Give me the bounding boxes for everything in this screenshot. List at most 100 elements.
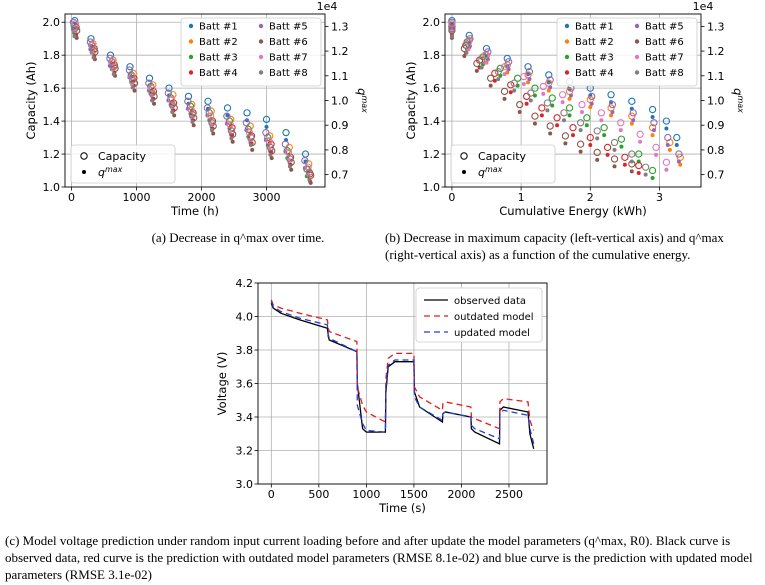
capacity-point-b-5-7 bbox=[588, 92, 596, 101]
capacity-point-b-5-3 bbox=[505, 58, 513, 66]
y-axis-label-c: Voltage (V) bbox=[215, 352, 229, 416]
capacity-point-a-8-9 bbox=[247, 133, 255, 142]
qmax-point-a-8-10 bbox=[268, 152, 273, 157]
capacity-point-b-7-0 bbox=[448, 20, 456, 28]
legend-marker-b-5 bbox=[634, 23, 640, 29]
capacity-point-b-4-4 bbox=[507, 81, 515, 89]
capacity-point-b-6-4 bbox=[500, 87, 509, 96]
plot-frame-a bbox=[64, 13, 326, 188]
qmax-point-b-6-6 bbox=[532, 121, 537, 126]
ytick-label-b-1.8: 1.8 bbox=[423, 49, 441, 62]
legend-label-a-3: Batt #3 bbox=[199, 53, 238, 64]
legend-marker-b-4 bbox=[564, 70, 570, 75]
qmax-point-a-8-3 bbox=[130, 85, 135, 90]
qmax-point-a-6-6 bbox=[191, 123, 196, 128]
qmax-point-b-3-9 bbox=[602, 133, 607, 138]
legend-qmax-marker-b bbox=[462, 170, 466, 174]
qmax-point-a-6-8 bbox=[230, 139, 235, 144]
capacity-point-b-3-12 bbox=[648, 166, 657, 175]
y2tick-label-a-1.1: 1.1 bbox=[331, 70, 349, 83]
qmax-point-b-2-4 bbox=[526, 80, 531, 85]
legend-label-a-6: Batt #6 bbox=[269, 37, 308, 48]
legend-label-b-8: Batt #8 bbox=[645, 68, 684, 79]
series-line-c-3 bbox=[270, 301, 535, 444]
legend-batt-b bbox=[556, 17, 698, 87]
qmax-point-a-8-7 bbox=[209, 128, 214, 133]
qmax-point-a-6-5 bbox=[172, 113, 177, 118]
qmax-point-b-1-11 bbox=[664, 126, 669, 131]
capacity-point-a-7-0 bbox=[71, 20, 79, 28]
qmax-point-b-5-9 bbox=[631, 118, 636, 123]
ytick-label-a-1.6: 1.6 bbox=[43, 82, 61, 95]
qmax-point-b-6-12 bbox=[629, 169, 634, 174]
qmax-point-a-6-3 bbox=[132, 88, 137, 93]
x-axis-label-a: Time (h) bbox=[170, 204, 219, 218]
qmax-point-b-8-11 bbox=[629, 159, 634, 164]
capacity-point-b-6-7 bbox=[546, 122, 554, 130]
ytick-label-c-4.0: 4.0 bbox=[236, 311, 254, 324]
capacity-point-b-3-7 bbox=[565, 104, 574, 112]
capacity-point-a-8-12 bbox=[305, 168, 314, 176]
capacity-point-b-5-1 bbox=[466, 35, 474, 43]
capacity-point-b-3-5 bbox=[531, 84, 539, 92]
capacity-point-a-1-3 bbox=[126, 63, 134, 71]
qmax-point-b-5-8 bbox=[610, 110, 615, 115]
y-axis-label-b: Capacity (Ah) bbox=[404, 61, 418, 139]
qmax-point-b-5-6 bbox=[568, 93, 573, 98]
capacity-point-a-5-12 bbox=[301, 156, 309, 165]
capacity-point-a-1-10 bbox=[262, 115, 271, 124]
caption-c: (c) Model voltage prediction under rando… bbox=[5, 533, 753, 582]
legend-marker-a-8 bbox=[258, 70, 264, 75]
y2-exponent-b: 1e4 bbox=[693, 0, 714, 13]
y2tick-label-b-1.1: 1.1 bbox=[707, 70, 725, 83]
qmax-point-b-8-9 bbox=[595, 136, 600, 141]
legend-marker-a-3 bbox=[188, 54, 194, 60]
capacity-point-b-8-9 bbox=[593, 127, 601, 135]
ytick-label-a-1.8: 1.8 bbox=[43, 49, 61, 62]
y2tick-label-b-1.0: 1.0 bbox=[707, 95, 725, 108]
qmax-point-b-2-9 bbox=[629, 121, 634, 126]
capacity-point-b-7-3 bbox=[500, 63, 509, 71]
ytick-label-b-1.0: 1.0 bbox=[423, 181, 441, 194]
capacity-point-b-4-7 bbox=[553, 114, 561, 122]
capacity-point-a-5-11 bbox=[281, 140, 289, 148]
qmax-point-b-8-10 bbox=[612, 147, 617, 152]
capacity-point-a-7-7 bbox=[206, 112, 215, 120]
legend-marker-a-4 bbox=[188, 70, 194, 75]
qmax-point-b-4-12 bbox=[636, 170, 641, 175]
legend-label-b-5: Batt #5 bbox=[645, 22, 684, 33]
x-axis-label-b: Cumulative Energy (kWh) bbox=[499, 204, 647, 218]
legend-capacity-label-b: Capacity bbox=[478, 150, 527, 163]
qmax-point-b-4-11 bbox=[622, 162, 627, 167]
qmax-point-b-4-9 bbox=[588, 142, 593, 147]
xtick-label-b-3: 3 bbox=[656, 191, 663, 204]
qmax-point-b-8-2 bbox=[479, 65, 484, 70]
qmax-point-b-4-6 bbox=[539, 113, 544, 118]
capacity-point-a-3-7 bbox=[205, 109, 213, 117]
capacity-point-a-5-10 bbox=[262, 128, 270, 137]
capacity-point-b-1-12 bbox=[673, 133, 681, 142]
legend-label-b-7: Batt #7 bbox=[645, 53, 684, 64]
capacity-point-b-7-2 bbox=[481, 51, 489, 59]
xtick-label-c-0: 0 bbox=[268, 488, 275, 501]
legend-c bbox=[415, 287, 543, 343]
legend-label-a-7: Batt #7 bbox=[269, 53, 308, 64]
capacity-point-a-1-6 bbox=[184, 92, 193, 101]
qmax-point-b-6-3 bbox=[488, 83, 493, 88]
qmax-point-b-5-7 bbox=[589, 101, 594, 106]
y2tick-label-a-0.9: 0.9 bbox=[331, 119, 349, 132]
ytick-label-a-2.0: 2.0 bbox=[43, 16, 61, 29]
ytick-label-a-1.4: 1.4 bbox=[43, 115, 61, 128]
legend-capacity-label-a: Capacity bbox=[98, 150, 147, 163]
legend-marker-b-8 bbox=[634, 70, 640, 75]
capacity-point-a-8-7 bbox=[208, 119, 216, 127]
capacity-point-a-5-6 bbox=[184, 97, 192, 105]
capacity-point-a-7-2 bbox=[108, 58, 117, 66]
caption-b: (b) Decrease in maximum capacity (left-v… bbox=[385, 230, 724, 262]
legend-label-b-6: Batt #6 bbox=[645, 37, 684, 48]
capacity-point-b-8-5 bbox=[527, 89, 535, 97]
y-axis-label-a: Capacity (Ah) bbox=[24, 61, 38, 139]
capacity-point-b-4-8 bbox=[569, 124, 577, 132]
legend-marker-b-1 bbox=[564, 23, 570, 29]
